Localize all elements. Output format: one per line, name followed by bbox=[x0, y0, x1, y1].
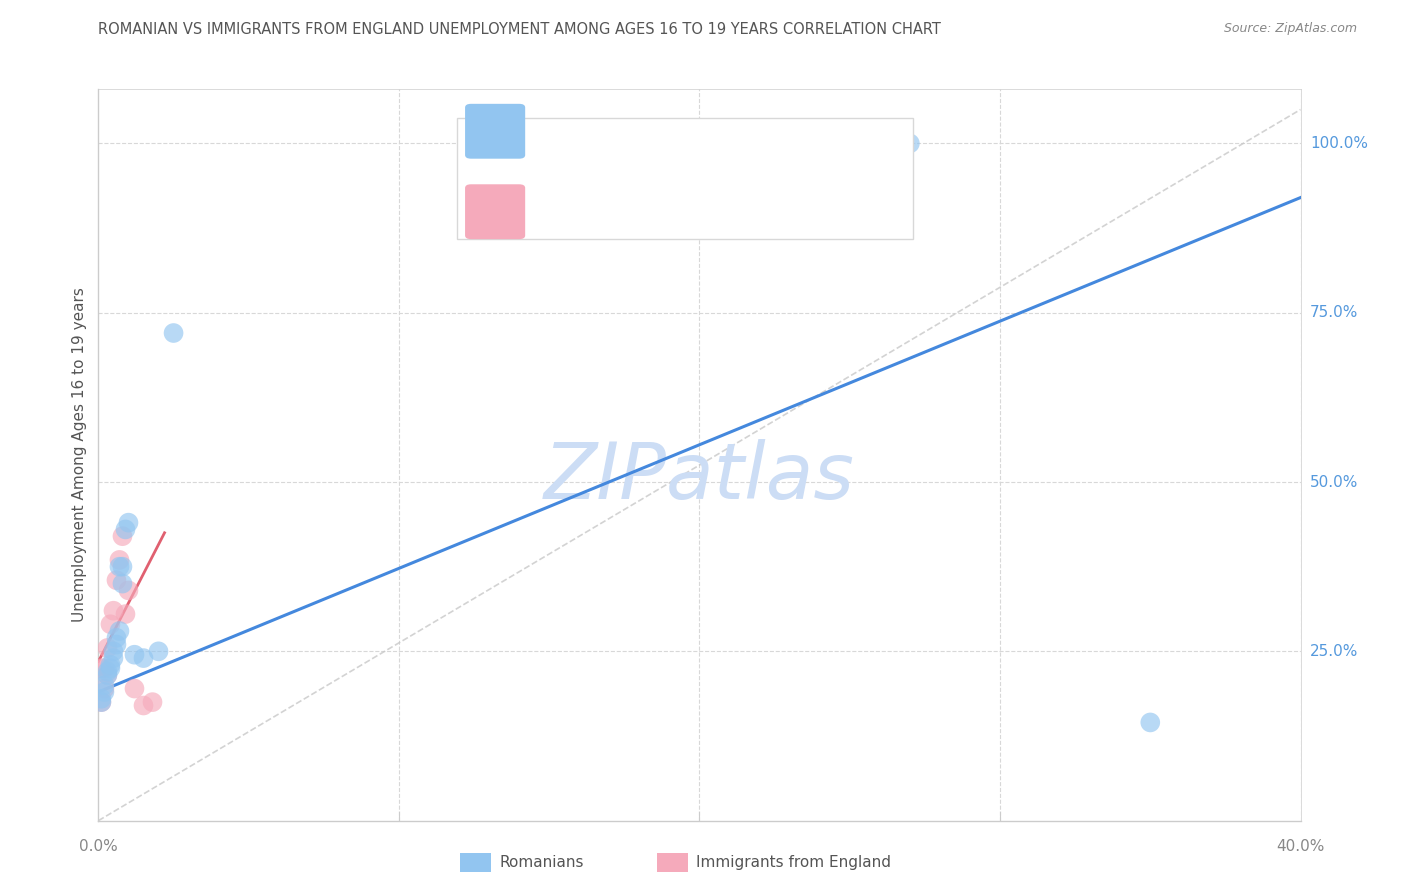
Text: R =: R = bbox=[537, 122, 574, 140]
Text: 75.0%: 75.0% bbox=[1310, 305, 1358, 320]
Point bbox=[108, 559, 131, 574]
Point bbox=[103, 651, 125, 665]
Text: 25.0%: 25.0% bbox=[1310, 644, 1358, 659]
Point bbox=[141, 695, 163, 709]
Text: 100.0%: 100.0% bbox=[1310, 136, 1368, 151]
Point bbox=[111, 559, 134, 574]
FancyBboxPatch shape bbox=[465, 185, 526, 239]
Point bbox=[117, 516, 139, 530]
Point bbox=[117, 583, 139, 598]
Point bbox=[162, 326, 184, 340]
Point bbox=[108, 624, 131, 638]
Point bbox=[111, 529, 134, 543]
Point bbox=[114, 607, 136, 621]
Text: 24: 24 bbox=[709, 122, 733, 140]
Point bbox=[96, 640, 118, 655]
Point bbox=[108, 553, 131, 567]
Point bbox=[103, 644, 125, 658]
Text: ROMANIAN VS IMMIGRANTS FROM ENGLAND UNEMPLOYMENT AMONG AGES 16 TO 19 YEARS CORRE: ROMANIAN VS IMMIGRANTS FROM ENGLAND UNEM… bbox=[98, 22, 941, 37]
Point bbox=[90, 691, 112, 706]
Point bbox=[96, 668, 118, 682]
Y-axis label: Unemployment Among Ages 16 to 19 years: Unemployment Among Ages 16 to 19 years bbox=[72, 287, 87, 623]
Point bbox=[96, 668, 118, 682]
Point bbox=[96, 665, 118, 679]
Point bbox=[898, 136, 921, 151]
Point bbox=[124, 648, 146, 662]
Text: ZIPatlas: ZIPatlas bbox=[544, 439, 855, 515]
Point bbox=[103, 604, 125, 618]
Point bbox=[93, 685, 115, 699]
Point bbox=[93, 661, 115, 675]
Text: R =: R = bbox=[537, 202, 574, 220]
Text: 50.0%: 50.0% bbox=[1310, 475, 1358, 490]
Text: N =: N = bbox=[664, 122, 700, 140]
Text: N =: N = bbox=[664, 202, 700, 220]
Point bbox=[93, 681, 115, 696]
Point bbox=[1139, 715, 1161, 730]
Text: Immigrants from England: Immigrants from England bbox=[696, 855, 891, 870]
FancyBboxPatch shape bbox=[465, 103, 526, 159]
Point bbox=[100, 617, 122, 632]
Point bbox=[114, 523, 136, 537]
Text: 40.0%: 40.0% bbox=[1277, 838, 1324, 854]
Point bbox=[100, 657, 122, 672]
Point bbox=[124, 681, 146, 696]
Point bbox=[90, 695, 112, 709]
Point bbox=[105, 631, 128, 645]
Text: 0.619: 0.619 bbox=[583, 122, 636, 140]
Point bbox=[105, 573, 128, 587]
Point bbox=[90, 661, 112, 675]
Text: Source: ZipAtlas.com: Source: ZipAtlas.com bbox=[1223, 22, 1357, 36]
Text: 0.0%: 0.0% bbox=[79, 838, 118, 854]
Text: 0.218: 0.218 bbox=[583, 202, 636, 220]
FancyBboxPatch shape bbox=[457, 119, 914, 239]
Point bbox=[148, 644, 170, 658]
Text: Romanians: Romanians bbox=[499, 855, 583, 870]
Point bbox=[90, 695, 112, 709]
Point bbox=[100, 661, 122, 675]
Point bbox=[105, 638, 128, 652]
Point bbox=[132, 698, 155, 713]
Point bbox=[111, 576, 134, 591]
Point bbox=[93, 678, 115, 692]
Text: 16: 16 bbox=[709, 202, 733, 220]
Point bbox=[132, 651, 155, 665]
